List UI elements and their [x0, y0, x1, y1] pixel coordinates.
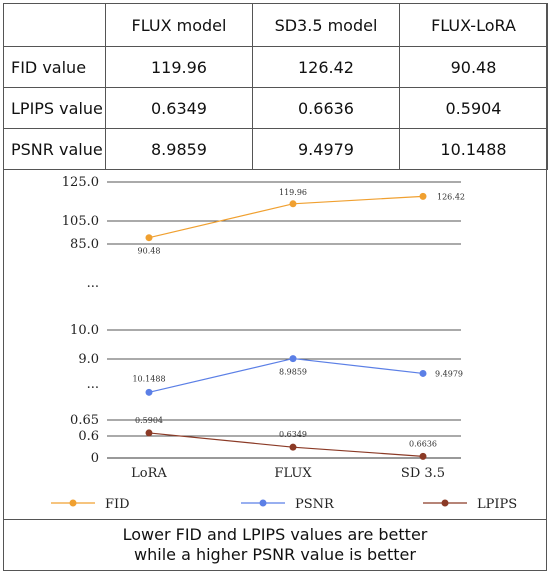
table-header-row: FLUX model SD3.5 model FLUX-LoRA: [3, 3, 548, 47]
chart-svg: 125.0 105.0 85.0... 10.0 9.0... 0.650.6 0 LoRA F…: [51, 175, 517, 512]
table-cell: 8.9859: [105, 128, 253, 170]
data-point-psnr: [419, 369, 427, 377]
data-label: 9.4979: [435, 369, 463, 378]
line-chart: 125.0 105.0 85.0... 10.0 9.0... 0.65 0.6 0 LoRA F…: [3, 166, 547, 519]
data-label: 0.6349: [279, 430, 307, 439]
table-row: FID value 119.96 126.42 90.48: [3, 46, 548, 88]
table-row: LPIPS value 0.6349 0.6636 0.5904: [3, 87, 548, 129]
table-cell: 90.48: [399, 46, 548, 88]
x-tick-label: FLUX: [274, 466, 312, 481]
data-point-lpips: [145, 429, 153, 437]
y-tick-label: 125.0: [62, 175, 99, 190]
legend-marker-psnr: [259, 499, 267, 507]
table-header-cell: [3, 3, 106, 47]
table-header-cell: FLUX-LoRA: [399, 3, 548, 47]
table-cell: 0.6636: [252, 87, 400, 129]
data-label: 90.48: [138, 247, 161, 256]
caption-note: Lower FID and LPIPS values are better wh…: [3, 519, 547, 571]
data-point-psnr: [289, 355, 297, 363]
table-row: PSNR value 8.9859 9.4979 10.1488: [3, 128, 548, 170]
table-cell: 9.4979: [252, 128, 400, 170]
note-line-1: Lower FID and LPIPS values are better: [122, 525, 428, 544]
y-tick-label: 0.65: [70, 413, 99, 428]
row-label: PSNR value: [3, 128, 106, 170]
y-tick-label: 10.0: [70, 323, 99, 338]
data-point-lpips: [289, 443, 297, 451]
legend-label: PSNR: [295, 497, 335, 512]
table-header-cell: FLUX model: [105, 3, 253, 47]
data-label: 0.6636: [409, 439, 437, 448]
data-point-psnr: [145, 388, 153, 396]
y-tick-label: 85.0: [70, 237, 99, 252]
row-label: LPIPS value: [3, 87, 106, 129]
x-tick-label: LoRA: [131, 466, 167, 481]
data-label: 126.42: [437, 192, 465, 201]
metrics-table: FLUX model SD3.5 model FLUX-LoRA FID val…: [3, 3, 548, 170]
y-tick-label: ...: [87, 377, 99, 392]
legend-marker-fid: [69, 499, 77, 507]
data-point-fid: [419, 192, 427, 200]
data-label: 8.9859: [279, 368, 307, 377]
y-tick-label: 0.6: [78, 429, 99, 444]
data-label: 10.1488: [132, 374, 165, 383]
y-tick-label: 0: [91, 451, 99, 466]
y-tick-label: 105.0: [62, 214, 99, 229]
note-line-2: while a higher PSNR value is better: [134, 545, 416, 564]
data-point-fid: [145, 234, 153, 242]
table-cell: 0.6349: [105, 87, 253, 129]
x-tick-label: SD 3.5: [401, 466, 445, 481]
legend-label: FID: [105, 497, 130, 512]
data-point-fid: [289, 200, 297, 208]
y-tick-label: ...: [87, 276, 99, 291]
series-line-fid: [148, 195, 424, 239]
table-header-cell: SD3.5 model: [252, 3, 400, 47]
table-cell: 126.42: [252, 46, 400, 88]
row-label: FID value: [3, 46, 106, 88]
data-label: 119.96: [279, 188, 307, 197]
legend-label: LPIPS: [477, 497, 517, 512]
y-tick-label: 9.0: [78, 352, 99, 367]
data-point-lpips: [419, 452, 427, 460]
table-cell: 119.96: [105, 46, 253, 88]
table-cell: 10.1488: [399, 128, 548, 170]
table-cell: 0.5904: [399, 87, 548, 129]
data-label: 0.5904: [135, 416, 163, 425]
legend-marker-lpips: [441, 499, 449, 507]
